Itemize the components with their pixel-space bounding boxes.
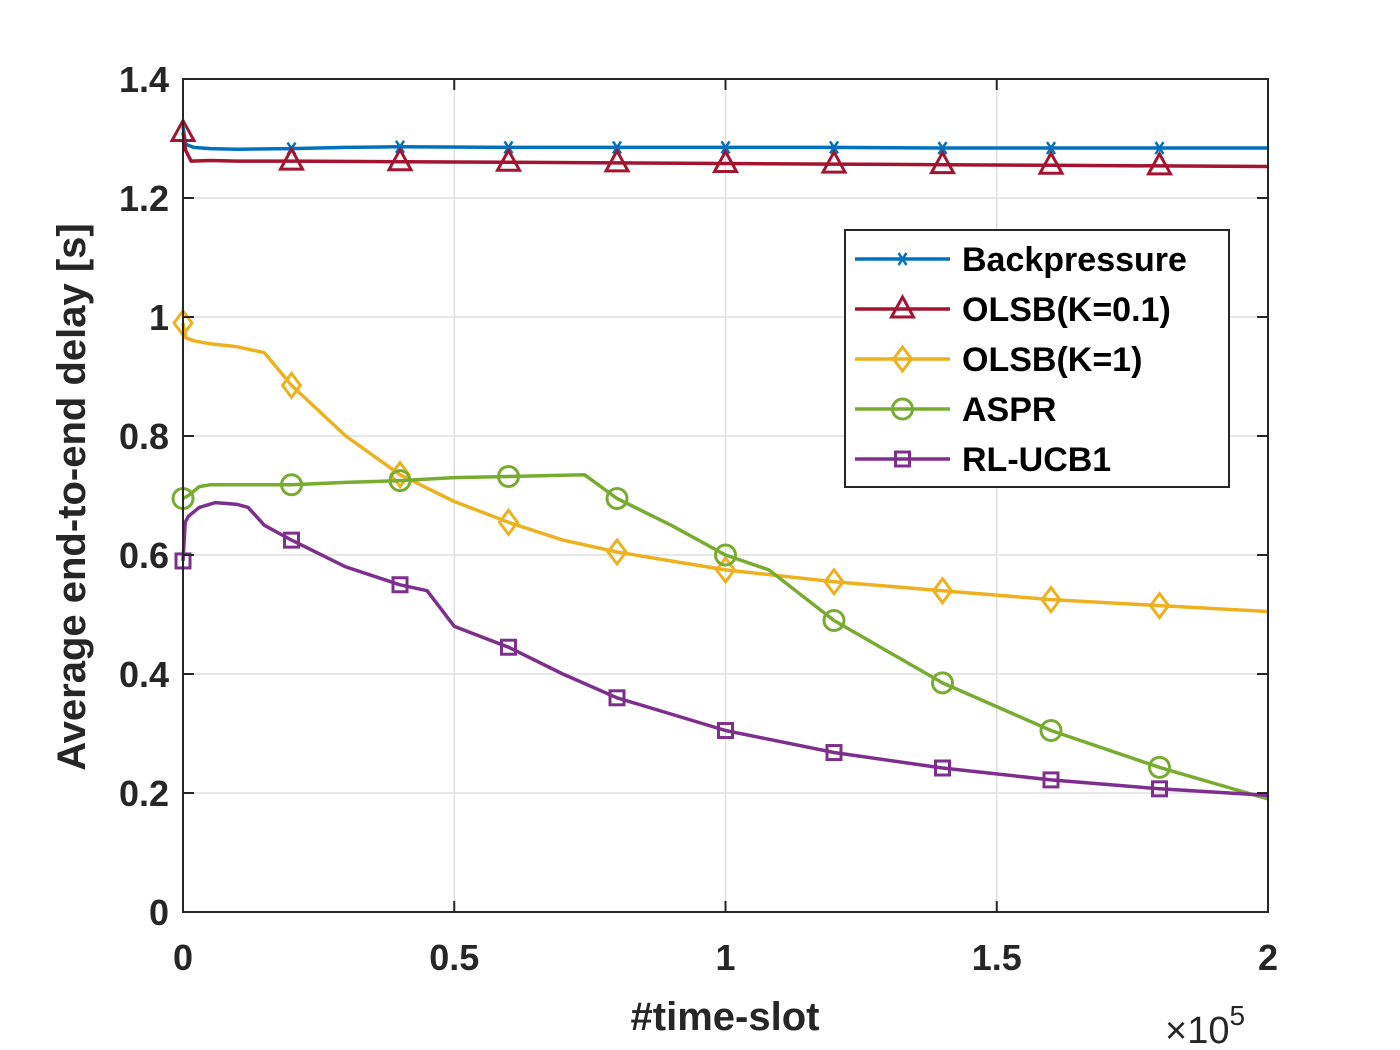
series-line-olsb-k-0-1 [181,132,1269,169]
data-point-olsb-k-1 [823,567,845,597]
data-point-olsb-k-0-1 [386,146,414,172]
y-axis-label: Average end-to-end delay [s] [50,223,94,771]
legend-marker-backpressure-stroke [897,252,908,266]
x-axis-multiplier-base: ×10 [1165,1010,1229,1050]
data-point-backpressure-stroke [1045,141,1057,155]
series-line-backpressure [181,126,1268,151]
x-tick-label: 1.5 [972,937,1022,978]
x-tick-label: 2 [1258,937,1278,978]
legend-marker-rl-ucb1 [894,450,911,468]
data-point-olsb-k-1 [1040,585,1062,615]
data-point-rl-ucb1 [1042,771,1060,789]
data-point-aspr [1039,719,1063,743]
data-point-backpressure-stroke [828,140,840,155]
data-point-backpressure-stroke [1154,141,1165,155]
legend-label-olsb-k-1: OLSB(K=1) [962,341,1142,379]
data-point-aspr [497,464,520,488]
y-tick-label: 0 [149,892,169,933]
y-tick-label: 0.8 [119,416,169,457]
data-point-aspr [1148,755,1171,779]
x-axis-multiplier-exponent: 5 [1229,1000,1245,1031]
y-tick-label: 0.6 [119,535,169,576]
legend-marker-aspr [891,397,914,421]
data-point-olsb-k-0-1 [711,148,740,173]
data-point-rl-ucb1 [934,759,951,777]
legend: Backpressure OLSB(K=0.1) OLSB(K=1) ASPR RL-U… [844,229,1230,488]
data-point-aspr [280,473,303,497]
x-tick-label: 1 [715,937,735,978]
data-point-olsb-k-1 [714,555,737,585]
data-point-rl-ucb1 [500,638,517,656]
data-point-aspr [931,671,954,695]
data-point-backpressure [935,141,950,155]
data-point-aspr [605,486,629,510]
data-point-rl-ucb1 [608,689,626,707]
y-tick-label: 1 [149,297,169,338]
data-point-olsb-k-1 [1148,591,1171,621]
data-point-backpressure [1152,141,1167,155]
series-group [169,117,1269,801]
x-tick-label: 0.5 [429,937,479,978]
data-point-olsb-k-1 [931,576,954,606]
data-point-backpressure-stroke [937,141,948,155]
data-point-backpressure [1044,141,1058,155]
data-point-olsb-k-0-1 [1145,150,1174,176]
axis-ticks: 0 0.5 1 1.5 2 0 0.2 0.4 0.6 0.8 1 1.2 1.4 [119,59,1278,978]
legend-item-olsb-k-0-1: OLSB(K=0.1) [855,291,1171,329]
series-line-rl-ucb1 [181,500,1269,798]
data-point-olsb-k-0-1 [1037,150,1065,175]
legend-item-backpressure: Backpressure [855,241,1187,279]
data-point-rl-ucb1 [1151,780,1168,798]
x-axis-label: #time-slot [631,995,820,1039]
data-point-rl-ucb1 [391,576,409,594]
data-point-backpressure [610,140,624,155]
legend-label-olsb-k-0-1: OLSB(K=0.1) [962,291,1171,329]
legend-marker-olsb-k-0-1 [888,293,917,319]
legend-item-rl-ucb1: RL-UCB1 [855,441,1111,479]
data-point-olsb-k-1 [280,370,303,400]
data-point-aspr [388,469,412,493]
legend-item-aspr: ASPR [855,391,1056,429]
data-point-rl-ucb1 [283,531,300,549]
data-point-olsb-k-0-1 [928,149,957,175]
y-tick-label: 0.2 [119,773,169,814]
data-point-backpressure [827,140,841,155]
data-point-olsb-k-0-1 [494,147,523,172]
series-rl-ucb1 [174,500,1269,798]
legend-marker-olsb-k-1 [891,344,914,374]
legend-label-backpressure: Backpressure [962,241,1187,279]
data-point-backpressure-stroke [611,140,623,155]
data-point-olsb-k-1 [497,507,520,537]
series-olsb-k-1 [172,308,1269,621]
legend-marker-backpressure [895,252,910,266]
data-point-olsb-k-1 [389,460,411,490]
legend-label-aspr: ASPR [962,391,1056,429]
legend-item-olsb-k-1: OLSB(K=1) [855,341,1142,379]
data-point-olsb-k-0-1 [277,145,306,171]
data-point-olsb-k-0-1 [820,148,848,174]
legend-label-rl-ucb1: RL-UCB1 [962,441,1111,479]
data-point-olsb-k-0-1 [603,147,631,173]
data-point-aspr [714,543,737,567]
series-line-olsb-k-1 [181,322,1269,614]
data-point-rl-ucb1 [825,744,843,762]
x-axis-multiplier: ×105 [1165,1000,1245,1050]
y-tick-label: 0.4 [119,654,169,695]
data-point-backpressure [718,140,733,155]
y-tick-label: 1.4 [119,59,169,100]
series-olsb-k-0-1 [169,117,1269,176]
data-point-rl-ucb1 [717,722,734,740]
data-point-aspr [822,608,846,632]
x-tick-label: 0 [173,937,193,978]
data-point-olsb-k-1 [606,537,628,567]
data-point-backpressure-stroke [720,140,731,155]
y-tick-label: 1.2 [119,178,169,219]
series-line-aspr [182,472,1269,801]
